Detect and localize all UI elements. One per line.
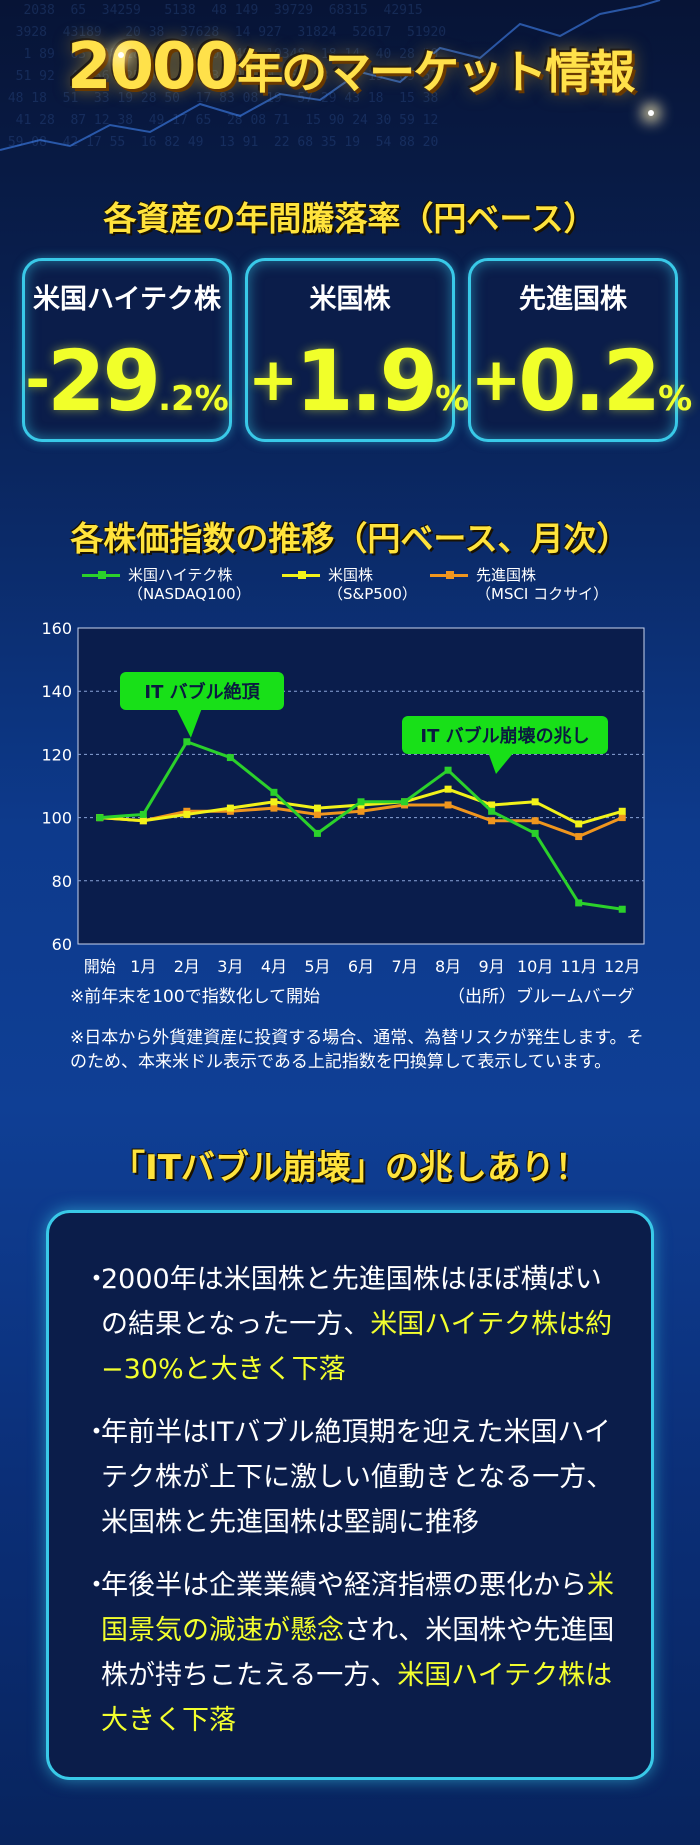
data-point <box>96 814 104 822</box>
fx-disclaimer: ※日本から外貨建資産に投資する場合、通常、為替リスクが発生します。そのため、本来… <box>70 1028 644 1072</box>
x-tick-label: 10月 <box>517 957 553 976</box>
summary-bullet: ・年前半はITバブル絶頂期を迎えた米国ハイテク株が上下に激しい値動きとなる一方、… <box>83 1417 614 1538</box>
legend-marker-icon <box>98 571 106 579</box>
section-title-index-trend: 各株価指数の推移（円ベース、月次） <box>70 519 630 558</box>
y-tick-label: 140 <box>41 682 72 701</box>
sparkle-icon <box>648 110 654 116</box>
data-point <box>531 817 539 825</box>
data-point <box>531 829 539 837</box>
x-tick-label: 6月 <box>348 957 374 976</box>
y-tick-label: 120 <box>41 745 72 764</box>
summary-bullet: ・年後半は企業業績や経済指標の悪化から米国景気の減速が懸念され、米国株や先進国株… <box>83 1570 615 1736</box>
data-point <box>618 814 626 822</box>
data-point <box>444 801 452 809</box>
data-point <box>444 766 452 774</box>
stat-card-developed-stocks: 先進国株 +0.2% <box>468 258 693 442</box>
data-point <box>183 810 191 818</box>
data-point <box>575 899 583 907</box>
x-tick-label: 11月 <box>561 957 597 976</box>
stat-value: -29.2% <box>25 332 229 430</box>
legend-marker-icon <box>446 571 454 579</box>
data-point <box>313 804 321 812</box>
data-point <box>357 807 365 815</box>
x-tick-label: 12月 <box>604 957 640 976</box>
data-point <box>575 833 583 841</box>
stat-card-us-tech: 米国ハイテク株 -29.2% <box>22 258 232 442</box>
chart-note-base: ※前年末を100で指数化して開始 <box>70 987 321 1007</box>
y-tick-label: 60 <box>52 935 72 954</box>
stat-label: 先進国株 <box>519 284 627 315</box>
x-tick-label: 1月 <box>130 957 156 976</box>
x-tick-label: 7月 <box>391 957 417 976</box>
y-tick-label: 80 <box>52 872 72 891</box>
data-point <box>270 804 278 812</box>
chart-legend: 米国ハイテク株 （NASDAQ100） 米国株 （S&P500） 先進国株 （MSCI… <box>0 566 700 610</box>
data-point <box>183 738 191 746</box>
x-tick-label: 8月 <box>435 957 461 976</box>
index-line-chart: 60 80 100 120 140 160 開始 1月 2月 3月 4月 5月 6月 7月 8月 9月 10月 1… <box>41 619 645 976</box>
callout-tail <box>176 708 202 738</box>
sparkle-icon <box>118 52 124 58</box>
data-point <box>139 810 147 818</box>
x-tick-label: 3月 <box>217 957 243 976</box>
x-tick-label: 9月 <box>479 957 505 976</box>
data-point <box>531 798 539 806</box>
data-point <box>444 785 452 793</box>
data-point <box>226 804 234 812</box>
data-point <box>618 807 626 815</box>
stat-label: 米国ハイテク株 <box>33 284 221 315</box>
callout-label: IT バブル崩壊の兆し <box>420 725 589 747</box>
stat-label: 米国株 <box>309 284 391 315</box>
data-point <box>270 798 278 806</box>
legend-marker-icon <box>298 571 306 579</box>
data-point <box>313 810 321 818</box>
callout-tail <box>488 752 514 774</box>
data-point <box>270 788 278 796</box>
section-title-bubble: 「ITバブル崩壊」の兆しあり！ <box>111 1148 589 1188</box>
chart-source: （出所）ブルームバーグ <box>448 987 635 1007</box>
data-point <box>357 798 365 806</box>
summary-bullet: ・ 2000年は米国株と先進国株はほぼ横ばいの結果となった一方、米国ハイテク株は約… <box>83 1264 613 1385</box>
data-point <box>488 817 496 825</box>
x-tick-label: 4月 <box>261 957 287 976</box>
callout-label: IT バブル絶頂 <box>144 681 260 703</box>
data-point <box>488 807 496 815</box>
stat-value: +0.2% <box>471 332 693 430</box>
background-rising-chart-icon <box>0 0 661 151</box>
callout-box <box>402 716 608 754</box>
data-point <box>313 829 321 837</box>
data-point <box>618 905 626 913</box>
callout-box <box>120 672 284 710</box>
data-point <box>401 798 409 806</box>
stat-card-us-stocks: 米国株 +1.9% <box>245 258 470 442</box>
hero-title: 2000年のマーケット情報 <box>66 30 635 104</box>
y-tick-label: 100 <box>41 809 72 828</box>
data-point <box>575 820 583 828</box>
x-tick-label: 2月 <box>174 957 200 976</box>
summary-panel: ・ 2000年は米国株と先進国株はほぼ横ばいの結果となった一方、米国ハイテク株は約… <box>46 1210 654 1780</box>
x-tick-label: 5月 <box>304 957 330 976</box>
data-point <box>488 801 496 809</box>
x-tick-label: 開始 <box>84 957 116 976</box>
section-title-annual-returns: 各資産の年間騰落率（円ベース） <box>103 199 597 238</box>
stat-value: +1.9% <box>248 332 470 430</box>
data-point <box>139 817 147 825</box>
y-tick-label: 160 <box>41 619 72 638</box>
data-point <box>226 754 234 762</box>
